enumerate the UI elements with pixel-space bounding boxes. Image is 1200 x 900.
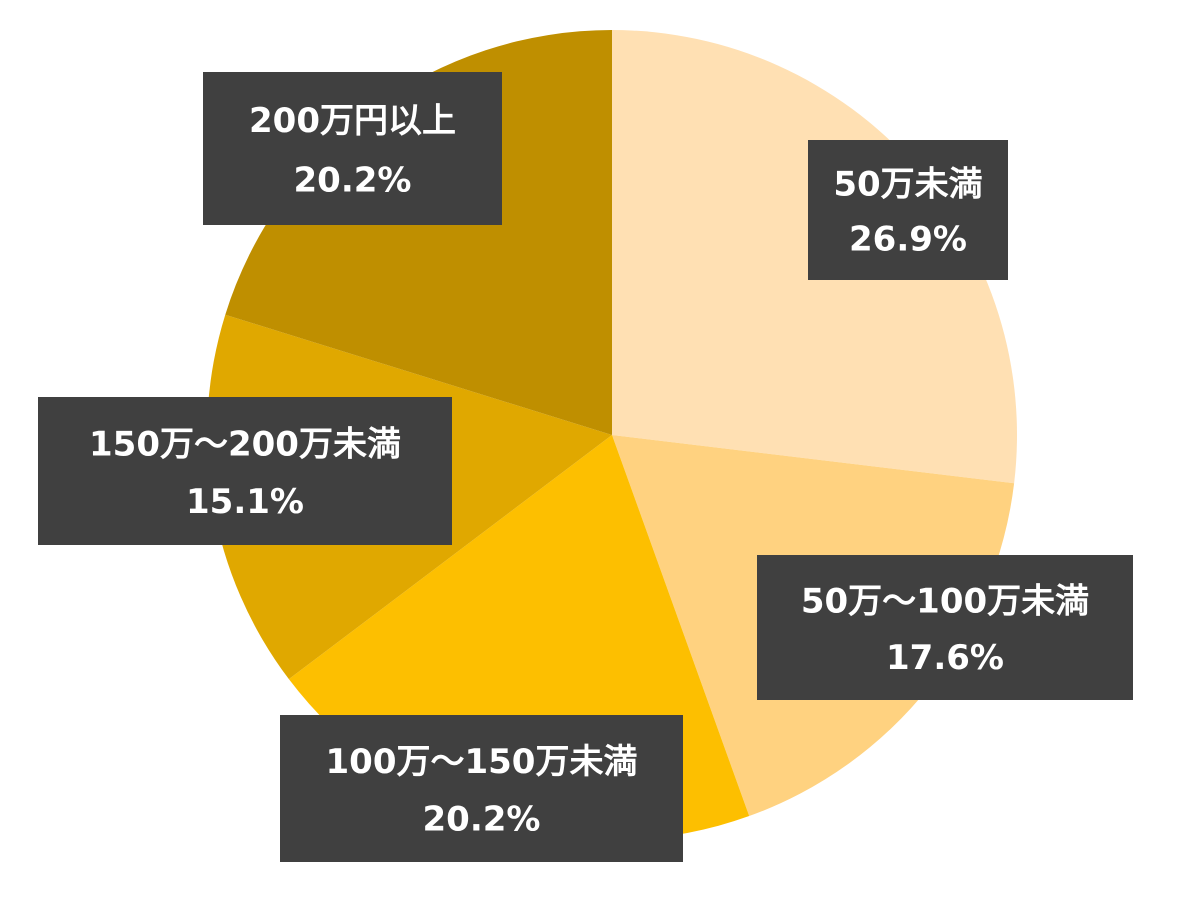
- slice-label: 50万～100万未満: [801, 581, 1089, 621]
- slice-label: 150万～200万未満: [89, 424, 401, 464]
- value-label: 17.6%: [886, 638, 1004, 678]
- label-box: [38, 397, 452, 545]
- pie-slice: [225, 29, 613, 436]
- value-label: 26.9%: [849, 219, 967, 259]
- slice-label: 100万～150万未満: [326, 742, 638, 782]
- slice-label: 50万未満: [833, 165, 982, 205]
- value-label: 20.2%: [423, 799, 541, 839]
- label-box: [757, 555, 1133, 700]
- value-label: 15.1%: [186, 482, 304, 522]
- slice-label: 200万円以上: [249, 101, 456, 141]
- label-box: [203, 72, 502, 225]
- label-box: [280, 715, 683, 862]
- value-label: 20.2%: [294, 161, 412, 201]
- label-box: [808, 140, 1008, 280]
